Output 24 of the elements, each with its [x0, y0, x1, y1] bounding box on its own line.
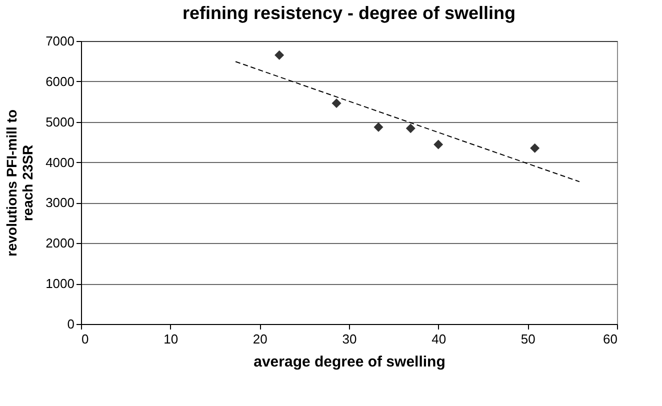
point [374, 122, 384, 132]
y-tick-label: 6000 [46, 74, 74, 89]
x-axis-title: average degree of swelling [254, 354, 446, 370]
x-tick-label: 30 [342, 332, 357, 346]
y-tick-label: 0 [67, 316, 74, 332]
x-tick-label: 20 [252, 332, 268, 346]
y-axis-title: revolutions PFI-mill to reach 23SR [4, 109, 36, 257]
point [274, 50, 284, 60]
y-tick-label: 2000 [46, 236, 74, 251]
x-tick-label: 10 [164, 332, 178, 346]
x-tick-label: 0 [82, 332, 89, 346]
point [530, 143, 540, 153]
chart-title: refining resistency - degree of swelling [182, 3, 516, 23]
y-tick-label: 4000 [46, 154, 74, 170]
point [332, 98, 342, 108]
y-tick-label: 3000 [46, 195, 74, 210]
point [406, 124, 416, 134]
point [434, 140, 444, 150]
y-tick-label: 5000 [46, 114, 74, 130]
x-tick-label: 60 [603, 332, 618, 346]
y-tick-label: 1000 [46, 276, 74, 292]
x-tick-label: 40 [432, 332, 446, 346]
x-tick-label: 50 [520, 332, 536, 346]
y-tick-label: 7000 [46, 34, 74, 48]
